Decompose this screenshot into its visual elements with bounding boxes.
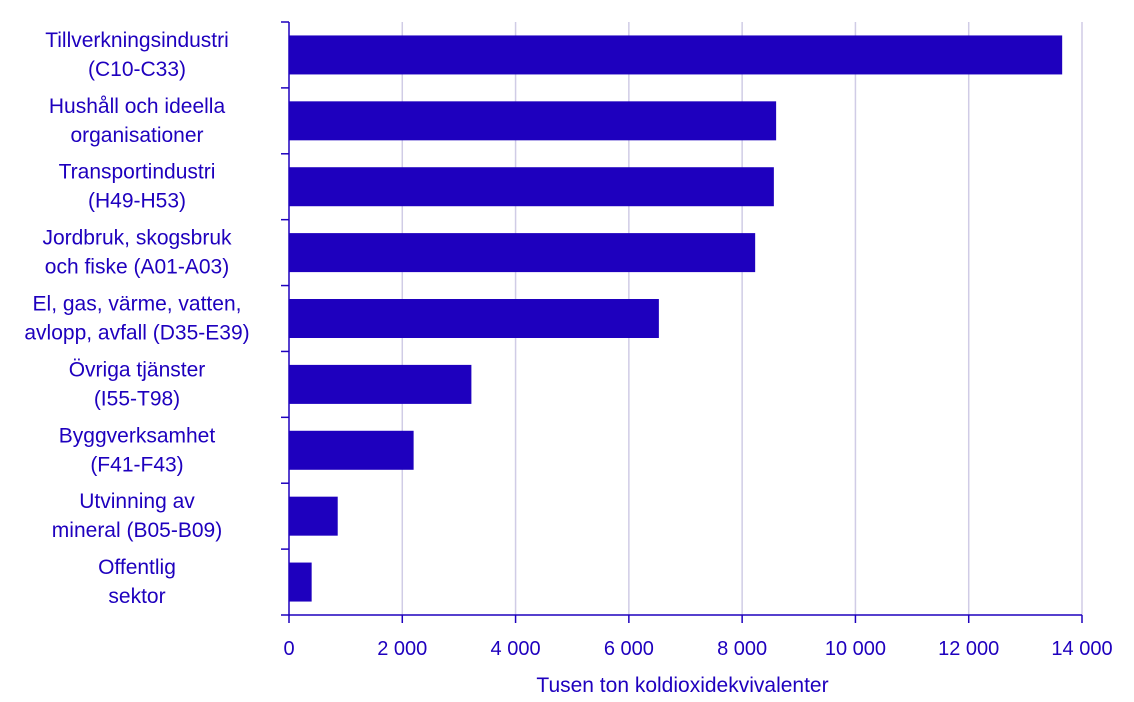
bar — [289, 101, 777, 141]
category-label: Jordbruk, skogsbruk och fiske (A01-A03) — [42, 227, 232, 279]
category-label-line: El, gas, värme, vatten, — [33, 293, 242, 316]
category-label-line: Jordbruk, skogsbruk — [42, 227, 232, 250]
bar — [289, 299, 659, 338]
category-label-line: (I55-T98) — [94, 387, 180, 410]
bar — [289, 496, 338, 536]
x-tick-label: 4 000 — [491, 638, 541, 660]
x-tick-label: 2 000 — [377, 638, 427, 660]
bar — [289, 364, 472, 404]
x-tick-label: 0 — [283, 638, 294, 660]
category-label-line: mineral (B05-B09) — [52, 519, 222, 542]
category-label-line: (H49-H53) — [88, 190, 186, 213]
category-label-line: (F41-F43) — [90, 453, 183, 476]
category-label-line: Byggverksamhet — [59, 424, 216, 447]
category-label: Hushåll och ideella organisationer — [49, 95, 226, 147]
axes — [288, 22, 1082, 616]
category-label-line: (C10-C33) — [88, 58, 186, 81]
bar — [289, 562, 312, 602]
category-label-line: organisationer — [70, 124, 203, 147]
bars — [289, 35, 1063, 602]
category-label-line: Utvinning av — [79, 490, 195, 513]
bar — [289, 430, 414, 470]
category-label: Övriga tjänster (I55-T98) — [69, 358, 206, 410]
category-labels: Tillverkningsindustri (C10-C33) Hushåll oc… — [24, 21, 289, 616]
category-label: Utvinning av mineral (B05-B09) — [52, 490, 222, 542]
category-label-line: Hushåll och ideella — [49, 95, 226, 118]
x-tick-labels: 0 2 000 4 000 6 000 8 000 10 000 12 000 14 000 — [283, 615, 1113, 660]
category-label-line: avlopp, avfall (D35-E39) — [24, 322, 249, 345]
bar — [289, 167, 774, 207]
category-label: Byggverksamhet (F41-F43) — [59, 424, 216, 476]
bar — [289, 233, 756, 273]
category-label: Transportindustri (H49-H53) — [59, 161, 216, 213]
category-label: El, gas, värme, vatten, avlopp, avfall (D… — [24, 293, 249, 345]
x-tick-label: 14 000 — [1051, 638, 1112, 660]
x-tick-label: 6 000 — [604, 638, 654, 660]
category-label-line: Övriga tjänster — [69, 358, 206, 381]
category-label: Offentlig sektor — [98, 556, 176, 608]
x-tick-label: 12 000 — [938, 638, 999, 660]
category-label-line: Transportindustri — [59, 161, 216, 184]
x-axis-title: Tusen ton koldioxidekvivalenter — [536, 674, 828, 697]
x-tick-label: 8 000 — [717, 638, 767, 660]
x-tick-label: 10 000 — [825, 638, 886, 660]
category-label-line: Offentlig — [98, 556, 176, 579]
category-label-line: Tillverkningsindustri — [45, 29, 229, 52]
bar — [289, 35, 1063, 75]
category-label-line: och fiske (A01-A03) — [45, 256, 229, 279]
category-label-line: sektor — [108, 585, 165, 608]
category-label: Tillverkningsindustri (C10-C33) — [45, 29, 229, 81]
